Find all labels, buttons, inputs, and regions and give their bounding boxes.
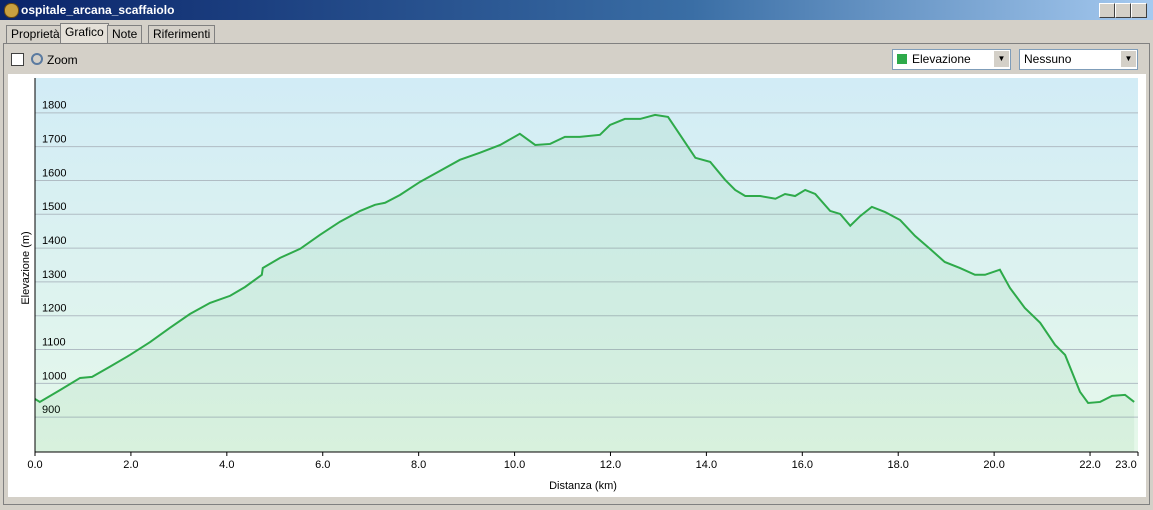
legend-label: Elevazione <box>912 52 971 66</box>
tab[interactable]: Proprietà <box>6 25 65 43</box>
elevation-line <box>34 113 1135 405</box>
x-tick-label: 20.0 <box>983 459 1004 471</box>
x-tick-label: 10.0 <box>504 459 525 471</box>
y-tick-label: 1000 <box>42 370 66 382</box>
x-tick-label: 4.0 <box>219 459 234 471</box>
x-tick-label: 18.0 <box>888 459 909 471</box>
y-tick-label: 1700 <box>42 134 66 146</box>
x-tick-label: 6.0 <box>315 459 330 471</box>
second-dropdown[interactable]: Nessuno ▼ <box>1019 49 1138 70</box>
x-tick-label: 14.0 <box>696 459 717 471</box>
x-tick-label: 8.0 <box>411 459 426 471</box>
legend-swatch <box>897 54 907 64</box>
dropdown-arrow[interactable]: ▼ <box>1121 51 1136 67</box>
x-tick-label: 22.0 <box>1079 459 1100 471</box>
tab[interactable]: Note <box>107 25 143 43</box>
tab[interactable]: Riferimenti <box>148 25 216 43</box>
x-tick-label: 12.0 <box>600 459 621 471</box>
minimize-button[interactable] <box>1099 3 1115 18</box>
x-tick-label: 16.0 <box>792 459 813 471</box>
maximize-button[interactable] <box>1115 3 1131 18</box>
y-tick-label: 1600 <box>42 167 66 179</box>
window-title: ospitale_arcana_scaffaiolo <box>21 3 175 17</box>
chart: Distanza (km) Elevazione (m) 900 1000 1100… <box>8 74 1146 497</box>
y-axis-label: Elevazione (m) <box>20 231 32 304</box>
zoom-checkbox[interactable] <box>11 53 24 66</box>
dropdown-arrow[interactable]: ▼ <box>994 51 1009 67</box>
x-axis-label: Distanza (km) <box>549 480 617 492</box>
area-fill <box>35 114 1135 452</box>
tab-panel <box>3 43 1150 505</box>
y-tick-label: 1200 <box>42 303 66 315</box>
y-tick-label: 900 <box>42 404 60 416</box>
x-tick-label: 23.0 <box>1115 459 1136 471</box>
y-tick-label: 1800 <box>42 100 66 112</box>
x-tick-label: 2.0 <box>123 459 138 471</box>
magnifier-icon <box>31 53 43 65</box>
y-tick-label: 1300 <box>42 269 66 281</box>
title-bar: ospitale_arcana_scaffaiolo <box>0 0 1153 20</box>
y-tick-label: 1500 <box>42 201 66 213</box>
y-tick-label: 1400 <box>42 235 66 247</box>
app-icon <box>4 3 19 18</box>
close-button[interactable] <box>1131 3 1147 18</box>
x-tick-label: 0.0 <box>27 459 42 471</box>
zoom-label[interactable]: Zoom <box>47 53 78 67</box>
tab-selected[interactable]: Grafico <box>60 23 109 44</box>
series-dropdown[interactable]: Elevazione ▼ <box>892 49 1011 70</box>
y-tick-label: 1100 <box>42 336 66 348</box>
dropdown-label: Nessuno <box>1024 52 1072 66</box>
